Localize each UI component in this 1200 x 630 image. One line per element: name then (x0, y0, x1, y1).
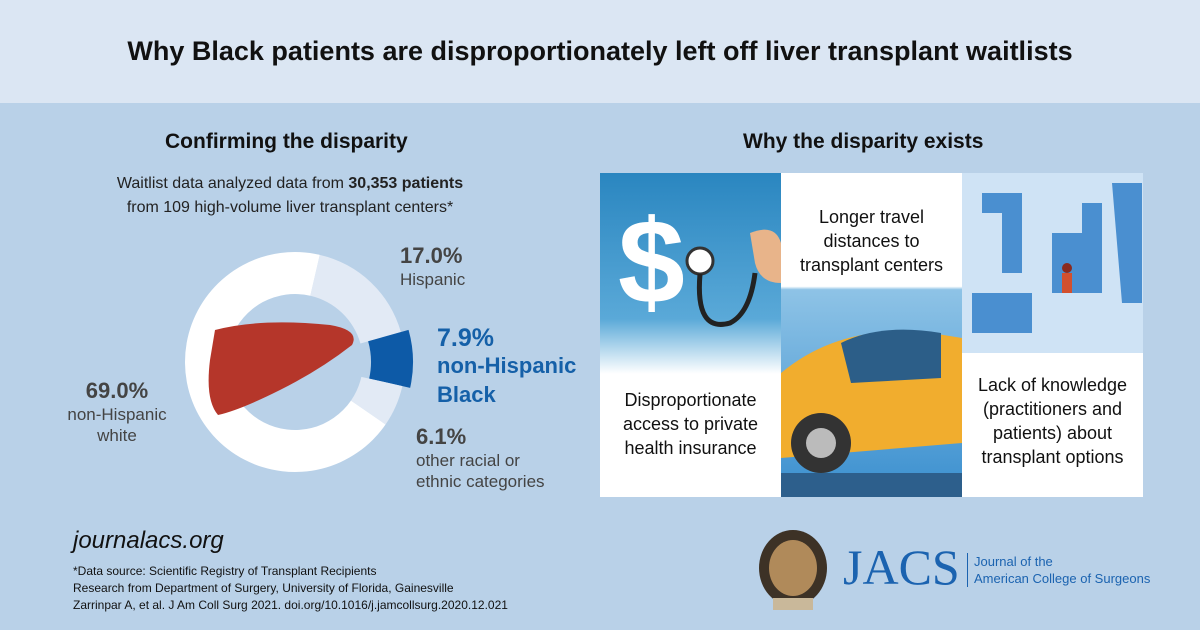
dollar-pump-icon: $ (618, 195, 781, 329)
donut-slice-non-hispanic-black (368, 329, 413, 388)
panel-text-knowledge: Lack of knowledge (practitioners and pat… (977, 375, 1128, 467)
donut-slice-other-racial-or-ethnic-categories (350, 376, 403, 425)
note-research: Research from Department of Surgery, Uni… (73, 581, 454, 595)
left-heading: Confirming the disparity (165, 130, 408, 153)
pct-hispanic: 17.0% (400, 243, 463, 268)
right-heading: Why the disparity exists (743, 130, 984, 153)
intro-text: Waitlist data analyzed data from 30,353 … (60, 172, 520, 220)
label-black: 7.9% non-Hispanic Black (437, 325, 607, 409)
panel-text-insurance: Disproportionate access to private healt… (622, 390, 759, 458)
label-white: 69.0% non-Hispanic white (62, 378, 172, 446)
cat-white: non-Hispanic white (67, 405, 167, 445)
intro-bold: 30,353 patients (348, 175, 464, 192)
intro-post: from 109 high-volume liver transplant ce… (126, 199, 454, 216)
logo-sub2: American College of Surgeons (974, 571, 1151, 586)
label-other: 6.1% other racial or ethnic categories (416, 424, 566, 492)
note-source: *Data source: Scientific Registry of Tra… (73, 564, 377, 578)
panel-insurance: $ Disproportionate access to private hea… (600, 173, 781, 497)
liver-icon (208, 322, 354, 415)
header: Why Black patients are disproportionatel… (0, 0, 1200, 103)
cat-hispanic: Hispanic (400, 270, 466, 289)
svg-text:$: $ (618, 195, 685, 329)
acs-seal-icon (759, 530, 827, 610)
panel-travel: Longer travel distances to transplant ce… (781, 173, 962, 497)
jacs-logo-subtitle: Journal of the American College of Surge… (967, 553, 1150, 587)
donut-chart (185, 251, 413, 472)
note-citation: Zarrinpar A, et al. J Am Coll Surg 2021.… (73, 598, 508, 612)
intro-pre: Waitlist data analyzed data from (116, 175, 349, 192)
pct-other: 6.1% (416, 424, 467, 449)
reason-panels: $ Disproportionate access to private hea… (600, 173, 1143, 497)
donut-slice-non-hispanic-white (185, 251, 386, 472)
logo-sub1: Journal of the (974, 554, 1053, 569)
donut-slice-hispanic (310, 254, 401, 344)
panel-knowledge: Lack of knowledge (practitioners and pat… (962, 173, 1143, 497)
panel-text-travel: Longer travel distances to transplant ce… (799, 207, 944, 275)
label-hispanic: 17.0% Hispanic (400, 243, 465, 290)
cat-black: non-Hispanic Black (437, 353, 577, 407)
car-icon (781, 329, 962, 497)
jacs-logo: JACS (843, 539, 960, 595)
footer-notes: *Data source: Scientific Registry of Tra… (73, 563, 508, 614)
journal-url[interactable]: journalacs.org (73, 527, 224, 554)
pct-white: 69.0% (85, 378, 149, 403)
maze-icon (962, 173, 1143, 353)
pct-black: 7.9% (437, 324, 494, 352)
cat-other: other racial or ethnic categories (416, 451, 545, 491)
page-title: Why Black patients are disproportionatel… (127, 36, 1073, 66)
